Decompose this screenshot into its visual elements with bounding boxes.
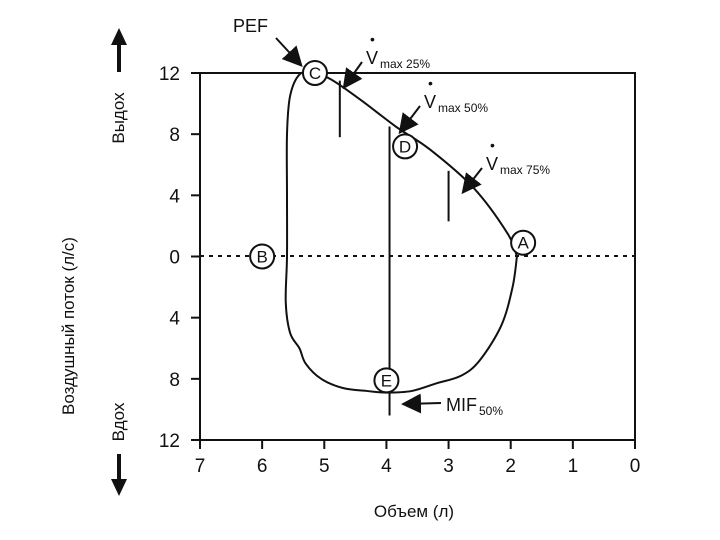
vmax50-arrow-icon [398, 105, 421, 135]
y-tick-label: 0 [169, 248, 180, 269]
vmax50-dot: • [428, 75, 433, 91]
vmax25-dot: • [370, 31, 375, 47]
point-e-circle [373, 367, 400, 394]
y-tick-label: 8 [169, 370, 180, 391]
mif50-subscript: 50% [479, 404, 503, 418]
up-arrow-icon [111, 28, 127, 72]
x-tick-label: 2 [505, 456, 516, 477]
point-d-circle [392, 133, 419, 160]
x-tick-label: 6 [257, 456, 268, 477]
mif50-annotation: MIF 50% [401, 393, 503, 418]
mif50-label: MIF [446, 395, 477, 415]
point-b-circle [249, 243, 276, 270]
point-c-circle [301, 60, 328, 86]
axis-tick-labels: 7 6 5 4 3 2 1 0 12 8 4 0 4 8 12 [159, 64, 640, 477]
vmax75-dot: • [490, 137, 495, 153]
vmax25-subscript: max 25% [380, 57, 430, 71]
x-tick-label: 3 [443, 456, 454, 477]
x-axis-title: Объем (л) [374, 502, 454, 521]
pef-arrow-icon [275, 37, 303, 67]
x-tick-label: 7 [195, 456, 206, 477]
x-tick-label: 4 [381, 456, 392, 477]
point-a-label: A [517, 234, 529, 253]
vmax75-subscript: max 75% [500, 163, 550, 177]
y-tick-label: 8 [169, 125, 180, 146]
point-e-label: E [381, 371, 392, 390]
x-tick-label: 1 [568, 456, 579, 477]
vmax75-label: V [486, 154, 498, 174]
pef-annotation: PEF [233, 16, 303, 67]
point-d-label: D [399, 137, 411, 156]
vmax50-subscript: max 50% [438, 101, 488, 115]
vmax25-label: V [366, 48, 378, 68]
axis-ticks [191, 72, 636, 449]
y-tick-label: 4 [169, 186, 180, 207]
y-tick-label: 12 [159, 64, 180, 85]
y-axis-title: Воздушный поток (л/с) [59, 237, 78, 415]
expiration-label: Выдох [109, 92, 128, 144]
point-c-label: C [309, 64, 321, 83]
vmax25-arrow-icon [342, 61, 363, 90]
flow-volume-loop-line [284, 71, 518, 394]
loop-points: A B C D E [249, 60, 537, 394]
inspiration-label: Вдох [109, 402, 128, 441]
y-tick-label: 12 [159, 431, 180, 452]
y-tick-label: 4 [169, 309, 180, 330]
x-tick-label: 5 [319, 456, 330, 477]
pef-label: PEF [233, 16, 268, 36]
vmax-markers [338, 80, 450, 416]
mif50-arrow-icon [401, 393, 442, 414]
point-a-circle [510, 229, 537, 256]
loop-curve-group [284, 71, 518, 394]
down-arrow-icon [111, 454, 127, 496]
point-b-label: B [256, 248, 267, 267]
vmax75-arrow-icon [461, 167, 483, 195]
x-tick-label: 0 [630, 456, 641, 477]
vmax50-label: V [424, 92, 436, 112]
